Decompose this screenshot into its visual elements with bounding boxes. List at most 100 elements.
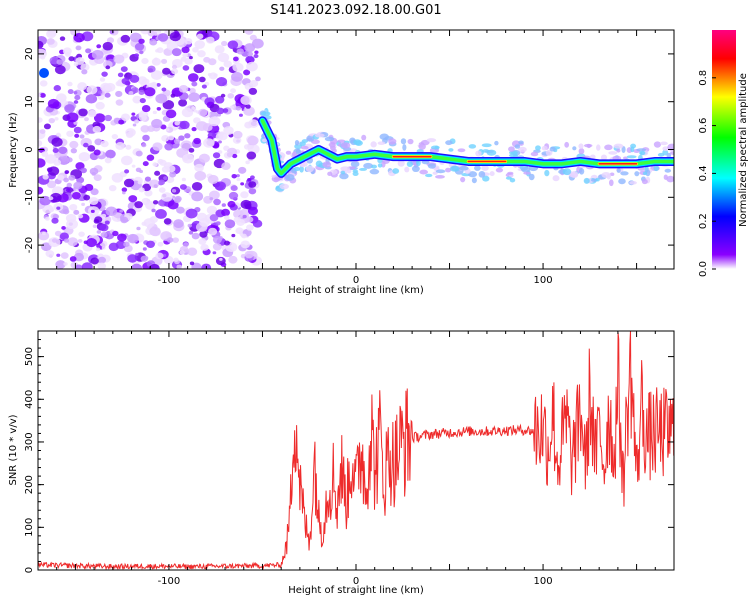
noise-blob <box>38 186 44 195</box>
noise-blob <box>120 66 128 73</box>
noise-blob <box>63 177 69 183</box>
noise-blob <box>146 240 155 249</box>
trace-halo <box>586 143 591 149</box>
noise-blob <box>191 106 197 111</box>
noise-blob <box>236 177 241 182</box>
noise-blob <box>233 216 241 223</box>
trace-halo <box>521 166 531 173</box>
spectrogram-ylabel: Frequency (Hz) <box>8 112 19 188</box>
noise-blob <box>213 73 218 77</box>
trace-halo <box>430 145 440 150</box>
noise-blob <box>248 181 257 188</box>
noise-blob <box>59 232 69 241</box>
noise-blob <box>117 233 127 242</box>
trace-halo <box>435 169 446 174</box>
noise-blob <box>245 160 250 165</box>
noise-blob <box>78 151 91 162</box>
noise-blob <box>235 227 244 235</box>
noise-blob <box>198 238 207 245</box>
noise-blob <box>184 38 193 45</box>
noise-blob <box>74 95 81 101</box>
noise-blob <box>90 257 99 265</box>
trace-halo <box>285 150 292 155</box>
noise-blob <box>99 223 109 232</box>
y-tick-label: 100 <box>24 518 35 537</box>
noise-blob <box>84 183 94 192</box>
noise-blob <box>193 137 201 145</box>
noise-blob <box>252 219 263 228</box>
noise-blob <box>38 231 50 241</box>
trace-halo <box>495 167 504 173</box>
noise-blob <box>191 81 198 87</box>
noise-blob <box>223 60 232 68</box>
trace-halo <box>285 173 295 181</box>
noise-blob <box>144 189 153 197</box>
noise-blob <box>102 41 113 51</box>
noise-blob <box>87 110 97 118</box>
noise-blob <box>168 135 175 141</box>
noise-blob <box>43 123 51 130</box>
noise-blob <box>187 73 199 82</box>
trace-halo <box>509 178 516 183</box>
noise-blob <box>83 142 89 148</box>
trace-halo <box>339 172 349 180</box>
noise-blob <box>46 180 57 189</box>
trace-halo <box>572 146 577 151</box>
noise-blob <box>188 92 200 102</box>
noise-blob <box>69 203 78 211</box>
trace-halo <box>350 160 360 168</box>
noise-blob <box>255 76 261 82</box>
trace-halo <box>377 141 386 145</box>
noise-blob <box>120 113 130 121</box>
trace-halo <box>337 139 346 143</box>
noise-blob <box>103 60 113 69</box>
noise-blob <box>151 118 163 129</box>
noise-blob <box>118 119 125 125</box>
noise-spot <box>39 68 49 79</box>
noise-blob <box>94 216 103 223</box>
noise-blob <box>250 175 255 180</box>
noise-blob <box>127 254 138 263</box>
noise-blob <box>243 106 255 116</box>
noise-blob <box>139 50 144 55</box>
trace-halo <box>564 141 570 148</box>
spectrogram-xlabel: Height of straight line (km) <box>288 285 424 296</box>
colorbar-label: Normalized spectral amplitude <box>738 73 749 227</box>
trace-halo <box>481 143 492 148</box>
trace-halo <box>507 171 514 175</box>
noise-blob <box>52 147 59 154</box>
noise-blob <box>232 62 244 72</box>
noise-blob <box>127 233 139 244</box>
trace-halo <box>314 133 325 138</box>
noise-blob <box>215 76 228 87</box>
noise-blob <box>134 42 145 51</box>
noise-blob <box>150 70 163 80</box>
noise-blob <box>62 208 70 215</box>
noise-blob <box>101 246 106 250</box>
noise-blob <box>132 123 137 127</box>
noise-blob <box>182 65 190 71</box>
noise-blob <box>109 30 115 35</box>
snr-ylabel: SNR (10 * v/v) <box>8 414 19 485</box>
noise-blob <box>195 121 208 131</box>
noise-blob <box>56 59 64 65</box>
noise-blob <box>63 262 68 266</box>
noise-blob <box>100 232 108 238</box>
trace-halo <box>518 146 527 153</box>
noise-blob <box>104 92 111 98</box>
noise-blob <box>97 256 106 264</box>
noise-blob <box>232 153 238 159</box>
trace-halo <box>653 165 660 172</box>
noise-blob <box>56 253 61 257</box>
noise-blob <box>115 141 125 150</box>
trace-halo <box>425 173 433 178</box>
noise-blob <box>164 143 174 151</box>
trace-halo <box>666 152 672 159</box>
noise-blob <box>42 174 49 180</box>
trace-halo <box>601 171 611 179</box>
noise-blob <box>171 64 178 70</box>
noise-blob <box>131 263 143 269</box>
noise-blob <box>77 213 84 219</box>
noise-blob <box>112 230 119 237</box>
noise-blob <box>179 120 190 130</box>
